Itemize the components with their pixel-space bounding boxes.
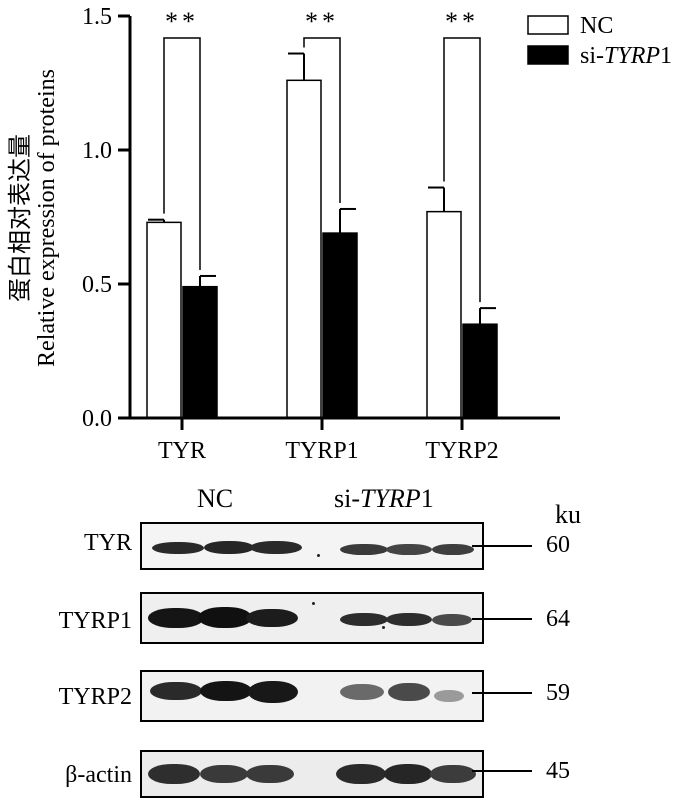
bar: [426, 210, 462, 419]
blot-row-label-tyrp2: TYRP2: [58, 684, 132, 710]
significance-bracket: [443, 37, 481, 303]
significance-label: **: [305, 7, 339, 36]
y-tick-label: 1.0: [82, 138, 112, 164]
y-axis: 0.0 0.5 1.0 1.5: [82, 4, 132, 432]
blot-unit: ku: [555, 500, 581, 529]
x-tick-label: TYRP1: [285, 438, 358, 464]
blot-panel-tyr: [140, 522, 484, 570]
bars: [146, 79, 498, 419]
blot-group-nc: NC: [197, 484, 234, 513]
legend: NC si-TYRP1: [527, 13, 672, 69]
blot-row-label-actin: β-actin: [65, 762, 132, 788]
significance-brackets: ** ** **: [163, 7, 481, 303]
legend-label-nc: NC: [580, 13, 613, 39]
x-tick-label: TYRP2: [425, 438, 498, 464]
x-axis: TYR TYRP1 TYRP2: [130, 416, 560, 464]
blot-group-si: si-TYRP1: [334, 484, 434, 513]
bar: [182, 285, 218, 419]
bar: [146, 221, 182, 419]
y-axis-label-cn: 蛋白相对表达量: [7, 134, 34, 302]
bar: [286, 79, 322, 419]
blot-kd-tyrp2: 59: [546, 680, 570, 706]
y-tick-label: 0.5: [82, 272, 112, 298]
y-axis-label: 蛋白相对表达量 Relative expression of proteins: [7, 69, 60, 367]
blot-panel-actin: [140, 750, 484, 798]
bar: [462, 323, 498, 419]
y-tick-label: 1.5: [82, 4, 112, 30]
y-tick-label: 0.0: [82, 406, 112, 432]
significance-bracket: [163, 37, 201, 270]
blot-kd-tyrp1: 64: [546, 606, 570, 632]
blot-panel-tyrp1: [140, 592, 484, 644]
blot-kd-tyr: 60: [546, 532, 570, 558]
error-bars: [148, 52, 496, 325]
legend-swatch-si: [527, 45, 569, 65]
blot-panel-tyrp2: [140, 670, 484, 722]
legend-swatch-nc: [527, 15, 569, 35]
significance-label: **: [445, 7, 479, 36]
significance-bracket: [303, 37, 341, 203]
y-axis-label-en: Relative expression of proteins: [34, 69, 60, 367]
significance-label: **: [165, 7, 199, 36]
bar: [322, 232, 358, 419]
bar-chart: 0.0 0.5 1.0 1.5 ** ** ** TYR TYRP1 TYRP2 NC si-T…: [7, 4, 672, 464]
blot-row-label-tyrp1: TYRP1: [58, 608, 132, 634]
blot-kd-actin: 45: [546, 758, 570, 784]
legend-label-si: si-TYRP1: [580, 43, 672, 69]
western-blot: NC si-TYRP1 ku TYR 60 TYRP1 64 TYRP2: [0, 480, 700, 800]
x-tick-label: TYR: [158, 438, 206, 464]
blot-row-label-tyr: TYR: [84, 530, 132, 556]
